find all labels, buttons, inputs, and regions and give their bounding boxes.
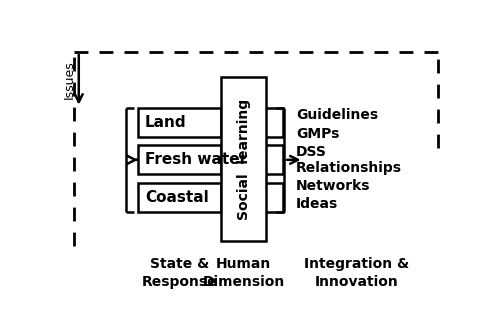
Bar — [138, 145, 222, 174]
Bar — [222, 77, 266, 241]
Bar — [138, 108, 222, 136]
Text: Guidelines
GMPs
DSS: Guidelines GMPs DSS — [296, 108, 378, 159]
Text: Fresh water: Fresh water — [145, 153, 247, 168]
Bar — [138, 183, 222, 212]
Bar — [239, 108, 284, 136]
Text: Integration &
Innovation: Integration & Innovation — [304, 257, 410, 289]
Bar — [239, 183, 284, 212]
Bar — [239, 145, 284, 174]
Text: Issues: Issues — [62, 60, 76, 99]
Text: Human
Dimension: Human Dimension — [202, 257, 285, 289]
Text: State &
Response: State & Response — [142, 257, 218, 289]
Text: Land: Land — [145, 114, 186, 130]
Text: Social  learning: Social learning — [236, 99, 250, 220]
Text: Coastal: Coastal — [145, 190, 209, 205]
Text: Relationships
Networks
Ideas: Relationships Networks Ideas — [296, 161, 402, 212]
